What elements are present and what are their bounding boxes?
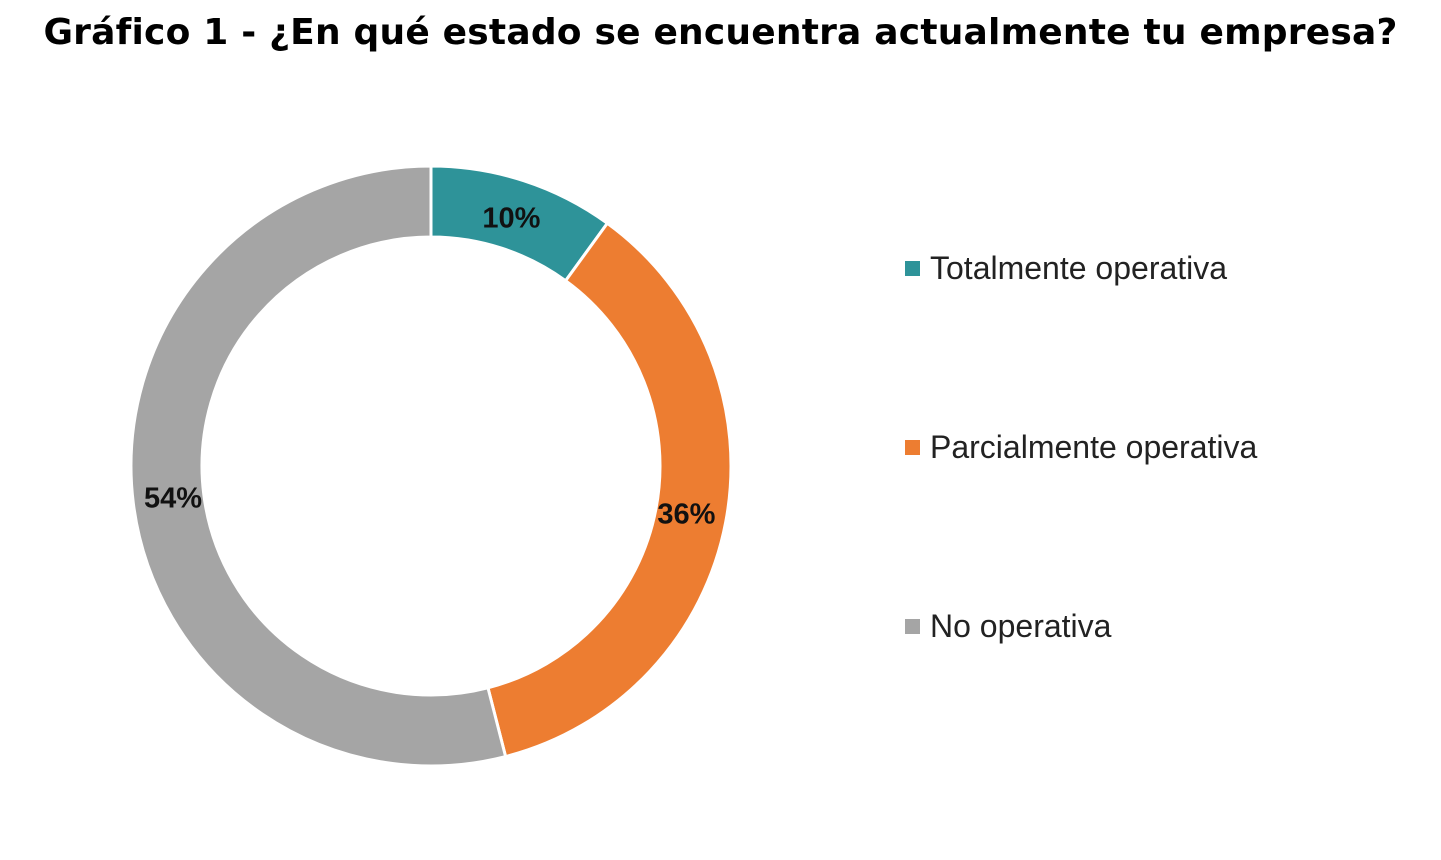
legend-label: Totalmente operativa (930, 250, 1228, 286)
legend-swatch (905, 261, 920, 276)
slice-value-label: 54% (144, 483, 202, 515)
donut-slice-3 (129, 164, 508, 768)
legend-swatch (905, 619, 920, 634)
legend-item-no-operativa: No operativa (905, 608, 1111, 645)
legend-label: No operativa (930, 608, 1112, 644)
chart-title: Gráfico 1 - ¿En qué estado se encuentra … (43, 12, 1398, 53)
slice-value-label: 10% (482, 203, 540, 235)
legend-label: Parcialmente operativa (930, 429, 1258, 465)
legend-swatch (905, 440, 920, 455)
donut-slice-2 (486, 221, 733, 759)
legend-item-parcialmente-operativa: Parcialmente operativa (905, 429, 1257, 466)
slice-value-label: 36% (657, 499, 715, 531)
donut-slice-labels: 10% 36% 54% (144, 203, 716, 531)
donut-slices (129, 164, 733, 768)
legend-item-totalmente-operativa: Totalmente operativa (905, 250, 1227, 287)
